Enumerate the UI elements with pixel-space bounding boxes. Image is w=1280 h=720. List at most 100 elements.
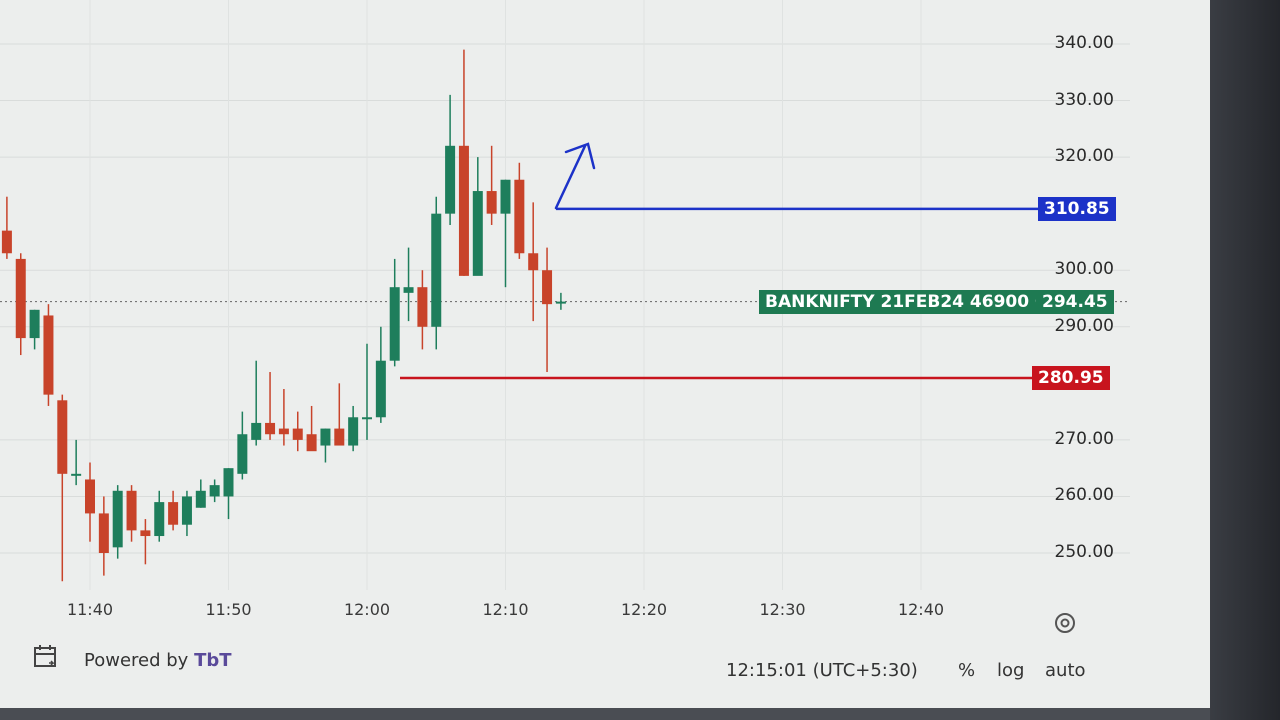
candle[interactable] — [181, 490, 192, 537]
candle[interactable] — [389, 258, 400, 367]
candle[interactable] — [57, 394, 68, 582]
x-tick-label: 11:50 — [205, 600, 252, 619]
candle-body — [237, 434, 248, 474]
candle-body — [29, 309, 40, 339]
candle-body — [71, 473, 82, 476]
candle[interactable] — [71, 439, 82, 486]
candle[interactable] — [514, 162, 525, 259]
candle[interactable] — [417, 270, 428, 350]
candle-body — [445, 145, 456, 214]
candle-body — [209, 485, 220, 497]
candle[interactable] — [500, 179, 511, 288]
x-tick-label: 12:30 — [759, 600, 806, 619]
auto-toggle[interactable]: auto — [1045, 660, 1086, 681]
candle-body — [320, 428, 331, 446]
candle[interactable] — [431, 196, 442, 350]
candle-body — [181, 496, 192, 525]
candle[interactable] — [334, 383, 345, 446]
arrow-annotation — [554, 142, 596, 210]
level-tag-blue: 310.85 — [1038, 196, 1116, 221]
candle-body — [555, 301, 566, 304]
candle[interactable] — [237, 411, 248, 480]
candle-body — [306, 434, 317, 452]
candle-body — [417, 287, 428, 327]
candle-body — [500, 179, 511, 214]
powered-by-label[interactable]: Powered by TbT — [84, 650, 232, 671]
candle[interactable] — [195, 479, 206, 508]
gear-icon[interactable] — [1052, 610, 1078, 636]
candle[interactable] — [486, 145, 497, 225]
y-tick-label: 320.00 — [1054, 146, 1114, 167]
candle-body — [278, 428, 289, 435]
candle[interactable] — [43, 304, 54, 406]
candle-body — [43, 315, 54, 395]
candle[interactable] — [265, 372, 276, 440]
candle-body — [362, 417, 372, 420]
candle-body — [514, 179, 525, 254]
clock-timezone[interactable]: 12:15:01 (UTC+5:30) — [726, 660, 918, 681]
candle[interactable] — [458, 49, 469, 276]
candle[interactable] — [209, 479, 220, 503]
candle[interactable] — [251, 360, 262, 446]
x-tick-label: 12:10 — [482, 600, 529, 619]
candle[interactable] — [362, 343, 372, 440]
candle[interactable] — [223, 468, 234, 520]
candle[interactable] — [154, 490, 165, 542]
x-tick-label: 12:40 — [897, 600, 945, 619]
candle[interactable] — [112, 485, 123, 559]
candle[interactable] — [168, 490, 179, 531]
candle-body — [348, 417, 359, 446]
powered-by-text: Powered by — [84, 650, 189, 671]
price-chart[interactable] — [0, 0, 1210, 640]
chart-screen: 310.85 280.95 BANKNIFTY 21FEB24 46900 CE… — [0, 0, 1210, 708]
candle[interactable] — [555, 292, 566, 310]
candle[interactable] — [1, 196, 12, 259]
candle[interactable] — [542, 247, 553, 373]
candle[interactable] — [85, 462, 95, 542]
candle-body — [389, 287, 400, 361]
candle-body — [57, 400, 68, 474]
candle-body — [1, 230, 12, 254]
candle[interactable] — [292, 411, 303, 452]
candle-body — [486, 191, 497, 214]
x-tick-label: 12:20 — [620, 600, 668, 619]
candle[interactable] — [29, 309, 40, 350]
candle[interactable] — [140, 519, 151, 565]
candle-body — [251, 422, 262, 440]
candle-body — [154, 502, 165, 537]
calendar-icon[interactable] — [32, 643, 60, 671]
candle[interactable] — [98, 496, 109, 576]
percent-toggle[interactable]: % — [958, 660, 976, 681]
symbol-tag: BANKNIFTY 21FEB24 46900 CE — [759, 289, 1066, 314]
candle[interactable] — [375, 326, 386, 423]
candle[interactable] — [126, 485, 137, 542]
candle-body — [265, 422, 276, 435]
candle-body — [15, 258, 26, 339]
log-toggle[interactable]: log — [997, 660, 1025, 681]
candle[interactable] — [528, 202, 539, 322]
y-tick-label: 330.00 — [1054, 89, 1114, 110]
y-tick-label: 300.00 — [1054, 259, 1114, 280]
candle-body — [112, 490, 123, 548]
candle-body — [528, 253, 539, 271]
candle[interactable] — [320, 428, 331, 463]
candle-body — [542, 270, 553, 305]
candle[interactable] — [445, 94, 456, 225]
candle-body — [403, 287, 414, 293]
candle-body — [334, 428, 345, 446]
candle[interactable] — [306, 405, 317, 452]
candle-body — [292, 428, 303, 440]
candle[interactable] — [348, 405, 359, 452]
candle-body — [223, 468, 234, 497]
candle-body — [98, 513, 109, 553]
x-tick-label: 12:00 — [343, 600, 391, 619]
y-tick-label: 250.00 — [1054, 542, 1114, 562]
y-tick-label: 260.00 — [1054, 485, 1114, 506]
candle[interactable] — [472, 157, 483, 276]
candle[interactable] — [15, 253, 26, 356]
monitor-bezel — [1210, 0, 1280, 720]
monitor-bottom-edge — [0, 708, 1210, 720]
candle-body — [126, 490, 137, 531]
candle[interactable] — [403, 247, 414, 322]
candle[interactable] — [278, 388, 289, 446]
